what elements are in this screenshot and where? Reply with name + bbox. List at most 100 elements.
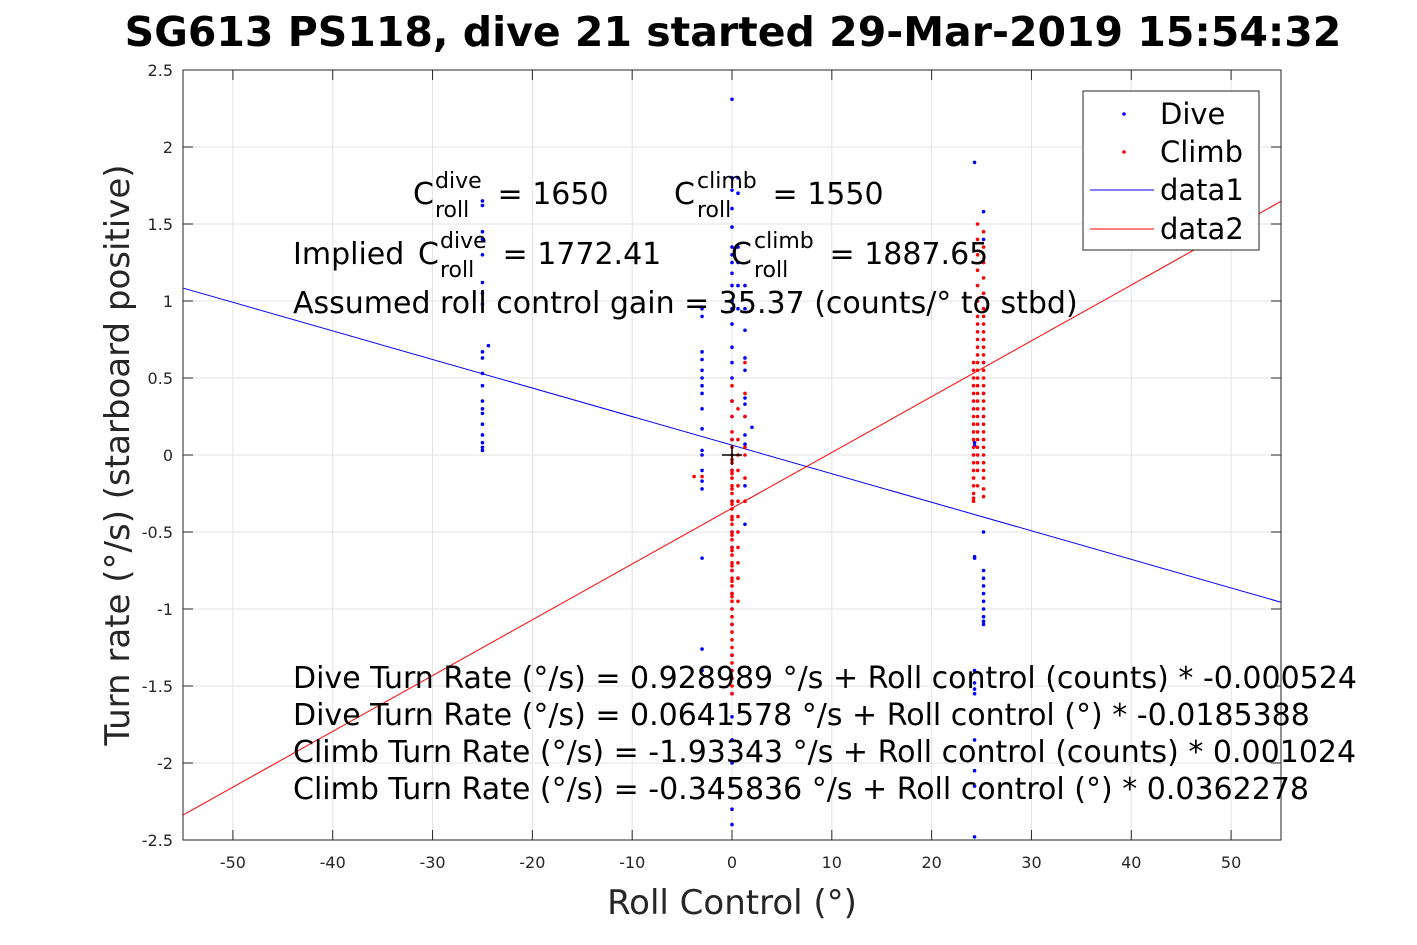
- y-tick-label: 2: [163, 138, 173, 157]
- dive-point: [700, 487, 704, 491]
- climb-point: [981, 260, 986, 265]
- climb-point: [743, 476, 747, 480]
- dive-point: [730, 306, 734, 311]
- dive-point: [736, 283, 740, 288]
- climb-point: [975, 345, 980, 350]
- dive-point: [743, 484, 747, 488]
- c-dive-sub: roll: [435, 198, 469, 223]
- dive-point: [981, 619, 986, 624]
- c-dive-base: C: [413, 177, 434, 212]
- dive-point: [486, 343, 491, 348]
- dive-point: [700, 383, 704, 388]
- climb-point: [730, 584, 734, 588]
- dive-point: [730, 271, 734, 276]
- climb-point: [730, 653, 734, 657]
- climb-point: [981, 360, 986, 365]
- dive-point: [743, 522, 747, 527]
- climb-point: [971, 430, 976, 434]
- c-climb-sub: roll: [697, 198, 731, 223]
- climb-point: [743, 453, 747, 457]
- implied-climb-sub: roll: [754, 258, 788, 283]
- x-tick-label: -30: [419, 853, 445, 872]
- dive-point: [700, 407, 704, 411]
- dive-point: [730, 715, 734, 719]
- axis-ticks: -50 -40 -30 -20 -10 0 10 20 30 40 50-2.5-2-1.5-1-0…: [142, 61, 1281, 872]
- dive-point: [480, 445, 485, 450]
- dive-point: [700, 357, 704, 362]
- y-tick-label: 0.5: [148, 369, 173, 388]
- climb-point: [971, 499, 976, 504]
- climb-point: [730, 471, 734, 476]
- climb-point: [981, 291, 986, 296]
- dive-point: [972, 668, 977, 673]
- climb-point: [981, 453, 986, 457]
- legend-climb-label: Climb: [1160, 135, 1243, 169]
- dive-point: [730, 784, 734, 788]
- dive-point: [730, 283, 734, 288]
- climb-point: [975, 468, 980, 473]
- climb-point: [981, 460, 986, 465]
- dive-point: [700, 306, 704, 311]
- climb-point: [981, 383, 986, 388]
- implied-dive-value: = 1772.41: [493, 237, 661, 272]
- dive-point: [730, 738, 734, 742]
- legend-dive-label: Dive: [1160, 97, 1225, 131]
- climb-point: [730, 437, 734, 442]
- dive-point: [972, 440, 977, 445]
- climb-point: [730, 545, 734, 550]
- climb-point: [981, 494, 986, 499]
- climb-point: [971, 460, 976, 465]
- c-climb-base: C: [674, 177, 695, 212]
- climb-point: [736, 561, 740, 565]
- dive-point: [480, 203, 485, 208]
- climb-point: [730, 576, 734, 580]
- dive-point: [730, 761, 734, 765]
- climb-point: [730, 491, 734, 496]
- climb-point: [981, 322, 986, 326]
- c-climb-sup: climb: [697, 169, 757, 194]
- climb-point: [736, 545, 740, 550]
- dive-point: [743, 368, 747, 373]
- climb-point: [975, 360, 980, 365]
- legend-climb-marker: [1122, 150, 1126, 154]
- dive-point: [700, 376, 704, 380]
- climb-point: [730, 537, 734, 542]
- dive-point: [981, 622, 986, 627]
- climb-point: [736, 407, 740, 411]
- dive-point: [700, 468, 704, 473]
- dive-point: [981, 568, 986, 573]
- dive-point: [981, 591, 986, 596]
- legend-dive-marker: [1122, 112, 1126, 116]
- climb-point: [730, 399, 734, 403]
- dive-point: [730, 322, 734, 326]
- climb-point: [971, 468, 976, 473]
- dive-point: [972, 691, 977, 696]
- climb-point: [730, 568, 734, 573]
- dive-point: [700, 391, 704, 396]
- climb-point: [981, 376, 986, 380]
- dive-point: [480, 433, 485, 437]
- climb-point: [730, 514, 734, 519]
- dive-point: [743, 396, 747, 400]
- climb-point: [743, 360, 747, 365]
- dive-point: [480, 407, 485, 411]
- climb-point: [730, 661, 734, 665]
- climb-point: [975, 299, 980, 303]
- climb-point: [743, 391, 747, 396]
- dive-point: [700, 448, 704, 453]
- climb-point: [975, 453, 980, 457]
- climb-point: [730, 533, 734, 537]
- dive-point: [480, 440, 485, 445]
- dive-point: [480, 350, 485, 354]
- climb-point: [730, 594, 734, 599]
- climb-point: [736, 484, 740, 488]
- climb-point: [730, 507, 734, 511]
- dive-point: [743, 402, 747, 406]
- dive-point: [736, 245, 740, 249]
- implied-climb-base: C: [731, 237, 752, 272]
- dive-point: [700, 427, 704, 431]
- dive-point: [700, 556, 704, 560]
- climb-point: [975, 407, 980, 411]
- climb-point: [981, 437, 986, 442]
- dive-point: [981, 576, 986, 580]
